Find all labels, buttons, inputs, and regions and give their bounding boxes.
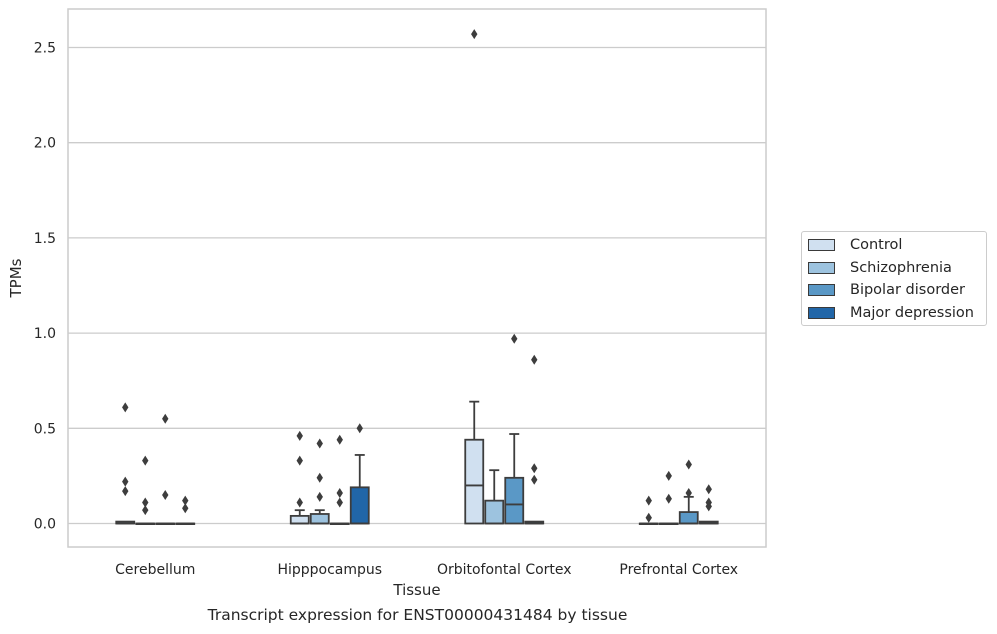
- box-body: [309, 513, 330, 525]
- outlier-point: [142, 497, 149, 508]
- x-tick-label: Orbitofontal Cortex: [437, 562, 572, 578]
- outlier-point: [142, 505, 149, 516]
- box-body: [678, 511, 699, 525]
- y-tick-label: 1.0: [34, 326, 56, 342]
- outlier-point: [336, 497, 343, 508]
- x-tick-labels: Cerebellum Hipppocampus Orbitofontal Corte…: [115, 562, 738, 578]
- legend-label: Major depression: [850, 304, 974, 321]
- box-1-0: [289, 430, 310, 525]
- outlier-point: [296, 430, 303, 441]
- legend-swatch: [808, 261, 835, 274]
- legend-item: Bipolar disorder: [808, 280, 965, 300]
- legend-label: Bipolar disorder: [850, 282, 965, 298]
- box-1-1: [309, 438, 330, 525]
- outlier-point: [511, 333, 518, 344]
- legend-item: Major depression: [808, 303, 974, 323]
- box-2-3: [524, 354, 545, 525]
- legend-swatch: [808, 284, 835, 296]
- outlier-point: [296, 455, 303, 466]
- box-3-3: [698, 484, 719, 525]
- box-plot-marks: [115, 29, 719, 526]
- box-0-3: [175, 495, 196, 526]
- box-body: [289, 514, 310, 525]
- x-axis-label: Tissue: [392, 581, 440, 599]
- outlier-point: [316, 472, 323, 483]
- y-tick-label: 0.0: [34, 517, 56, 533]
- x-tick-label: Cerebellum: [115, 562, 195, 578]
- box-body: [464, 438, 485, 525]
- x-tick-label: Prefrontal Cortex: [619, 562, 738, 578]
- plot-frame: [67, 8, 767, 548]
- gridlines: [68, 46, 766, 525]
- outlier-point: [162, 489, 169, 500]
- outlier-point: [316, 491, 323, 502]
- outlier-point: [685, 488, 692, 499]
- outlier-point: [665, 493, 672, 504]
- box-2-1: [484, 469, 505, 525]
- outlier-point: [471, 29, 478, 40]
- outlier-point: [122, 486, 129, 497]
- outlier-point: [122, 402, 129, 413]
- box-body: [349, 486, 370, 525]
- outlier-point: [316, 438, 323, 449]
- box-2-0: [464, 29, 485, 525]
- y-tick-label: 2.0: [34, 136, 56, 152]
- y-tick-labels: 0.0 0.5 1.0 1.5 2.0 2.5: [34, 41, 56, 533]
- outlier-point: [705, 501, 712, 512]
- y-tick-label: 1.5: [34, 231, 56, 247]
- outlier-point: [645, 512, 652, 523]
- outlier-point: [336, 434, 343, 445]
- outlier-point: [531, 354, 538, 365]
- outlier-point: [685, 459, 692, 470]
- box-0-0: [115, 402, 136, 525]
- y-tick-label: 0.5: [34, 421, 56, 437]
- outlier-point: [665, 470, 672, 481]
- box-3-2: [678, 459, 699, 525]
- outlier-point: [356, 423, 363, 434]
- legend-label: Schizophrenia: [850, 259, 952, 276]
- box-3-1: [658, 470, 679, 526]
- box-3-0: [638, 495, 659, 526]
- legend-label: Control: [850, 237, 903, 253]
- outlier-point: [531, 463, 538, 474]
- box-2-2: [504, 333, 525, 525]
- outlier-point: [645, 495, 652, 506]
- box-0-2: [155, 413, 176, 526]
- outlier-point: [142, 455, 149, 466]
- box-body: [504, 476, 525, 525]
- outlier-point: [531, 474, 538, 485]
- legend: Control Schizophrenia Bipolar disorder Majo…: [801, 231, 987, 326]
- outlier-point: [182, 495, 189, 506]
- outlier-point: [296, 497, 303, 508]
- box-1-2: [329, 434, 350, 526]
- outlier-point: [336, 488, 343, 499]
- box-body: [484, 499, 505, 525]
- legend-item: Control: [808, 235, 902, 255]
- legend-swatch: [808, 239, 835, 251]
- outlier-point: [122, 476, 129, 487]
- outlier-point: [705, 484, 712, 495]
- legend-item: Schizophrenia: [808, 258, 952, 278]
- chart-caption: Transcript expression for ENST0000043148…: [207, 606, 628, 624]
- legend-swatch: [808, 306, 835, 319]
- y-tick-label: 2.5: [34, 41, 56, 57]
- outlier-point: [182, 503, 189, 514]
- outlier-point: [162, 413, 169, 424]
- y-axis-label: TPMs: [7, 258, 25, 298]
- box-1-3: [349, 423, 370, 525]
- box-0-1: [135, 455, 156, 526]
- x-tick-label: Hipppocampus: [277, 562, 382, 578]
